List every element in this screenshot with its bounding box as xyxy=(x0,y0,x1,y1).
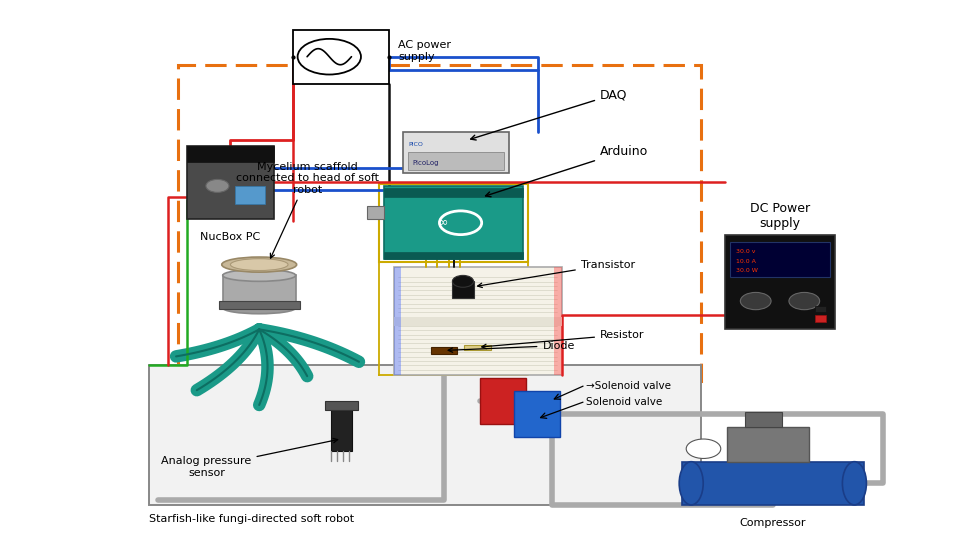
Bar xyxy=(815,306,827,312)
Bar xyxy=(379,184,528,262)
Text: 30.0 W: 30.0 W xyxy=(736,268,758,273)
Text: Compressor: Compressor xyxy=(739,518,806,529)
Bar xyxy=(394,317,562,326)
Ellipse shape xyxy=(679,462,703,505)
Circle shape xyxy=(298,39,361,75)
Bar xyxy=(367,206,384,219)
Text: 30.0 v: 30.0 v xyxy=(736,249,756,254)
Text: Starfish-like fungi-directed soft robot: Starfish-like fungi-directed soft robot xyxy=(149,515,354,524)
Bar xyxy=(384,186,523,259)
Bar xyxy=(430,347,457,354)
Text: AC power
supply: AC power supply xyxy=(398,40,451,62)
Text: PicoLog: PicoLog xyxy=(413,160,440,166)
Bar xyxy=(682,462,864,505)
Circle shape xyxy=(686,439,721,458)
Bar xyxy=(384,252,523,259)
Bar xyxy=(403,132,509,173)
Bar xyxy=(149,364,701,505)
Bar xyxy=(745,412,781,427)
Text: DAQ: DAQ xyxy=(470,88,628,140)
Text: Mycelium scaffold
connected to head of soft
robot: Mycelium scaffold connected to head of s… xyxy=(236,161,378,258)
Bar xyxy=(187,146,274,219)
Text: Resistor: Resistor xyxy=(482,330,644,349)
Text: ∞: ∞ xyxy=(437,215,447,228)
Bar xyxy=(465,345,491,350)
Bar xyxy=(178,65,701,381)
Bar xyxy=(187,146,274,162)
Bar xyxy=(223,275,296,308)
Bar xyxy=(394,267,562,375)
Text: 10.0 A: 10.0 A xyxy=(736,259,756,264)
Text: Solenoid valve: Solenoid valve xyxy=(586,397,661,407)
Text: Arduino: Arduino xyxy=(486,145,648,197)
Ellipse shape xyxy=(222,257,297,272)
Text: Analog pressure
sensor: Analog pressure sensor xyxy=(161,438,338,478)
Bar xyxy=(331,410,352,451)
Bar xyxy=(452,281,473,298)
Bar xyxy=(554,267,562,375)
Circle shape xyxy=(789,293,820,310)
Bar xyxy=(325,401,358,410)
Text: DC Power
supply: DC Power supply xyxy=(750,201,810,229)
Ellipse shape xyxy=(223,302,296,314)
Text: →Solenoid valve: →Solenoid valve xyxy=(586,381,671,391)
Bar xyxy=(514,392,560,437)
Bar xyxy=(234,186,265,204)
Ellipse shape xyxy=(842,462,866,505)
Bar xyxy=(725,235,835,329)
Text: Diode: Diode xyxy=(448,341,575,352)
Bar xyxy=(394,267,401,375)
Bar xyxy=(730,241,830,278)
Bar xyxy=(219,301,300,309)
Bar xyxy=(384,188,523,197)
Text: Transistor: Transistor xyxy=(478,260,635,287)
Ellipse shape xyxy=(223,269,296,281)
Circle shape xyxy=(740,293,771,310)
Text: NucBox PC: NucBox PC xyxy=(201,232,260,242)
Bar xyxy=(480,378,526,424)
Ellipse shape xyxy=(230,259,288,271)
Bar xyxy=(728,427,809,462)
Bar xyxy=(815,315,827,322)
Bar xyxy=(293,30,389,84)
Circle shape xyxy=(205,179,229,192)
Circle shape xyxy=(452,275,473,287)
Text: PICO: PICO xyxy=(408,142,422,147)
Bar xyxy=(408,152,504,170)
